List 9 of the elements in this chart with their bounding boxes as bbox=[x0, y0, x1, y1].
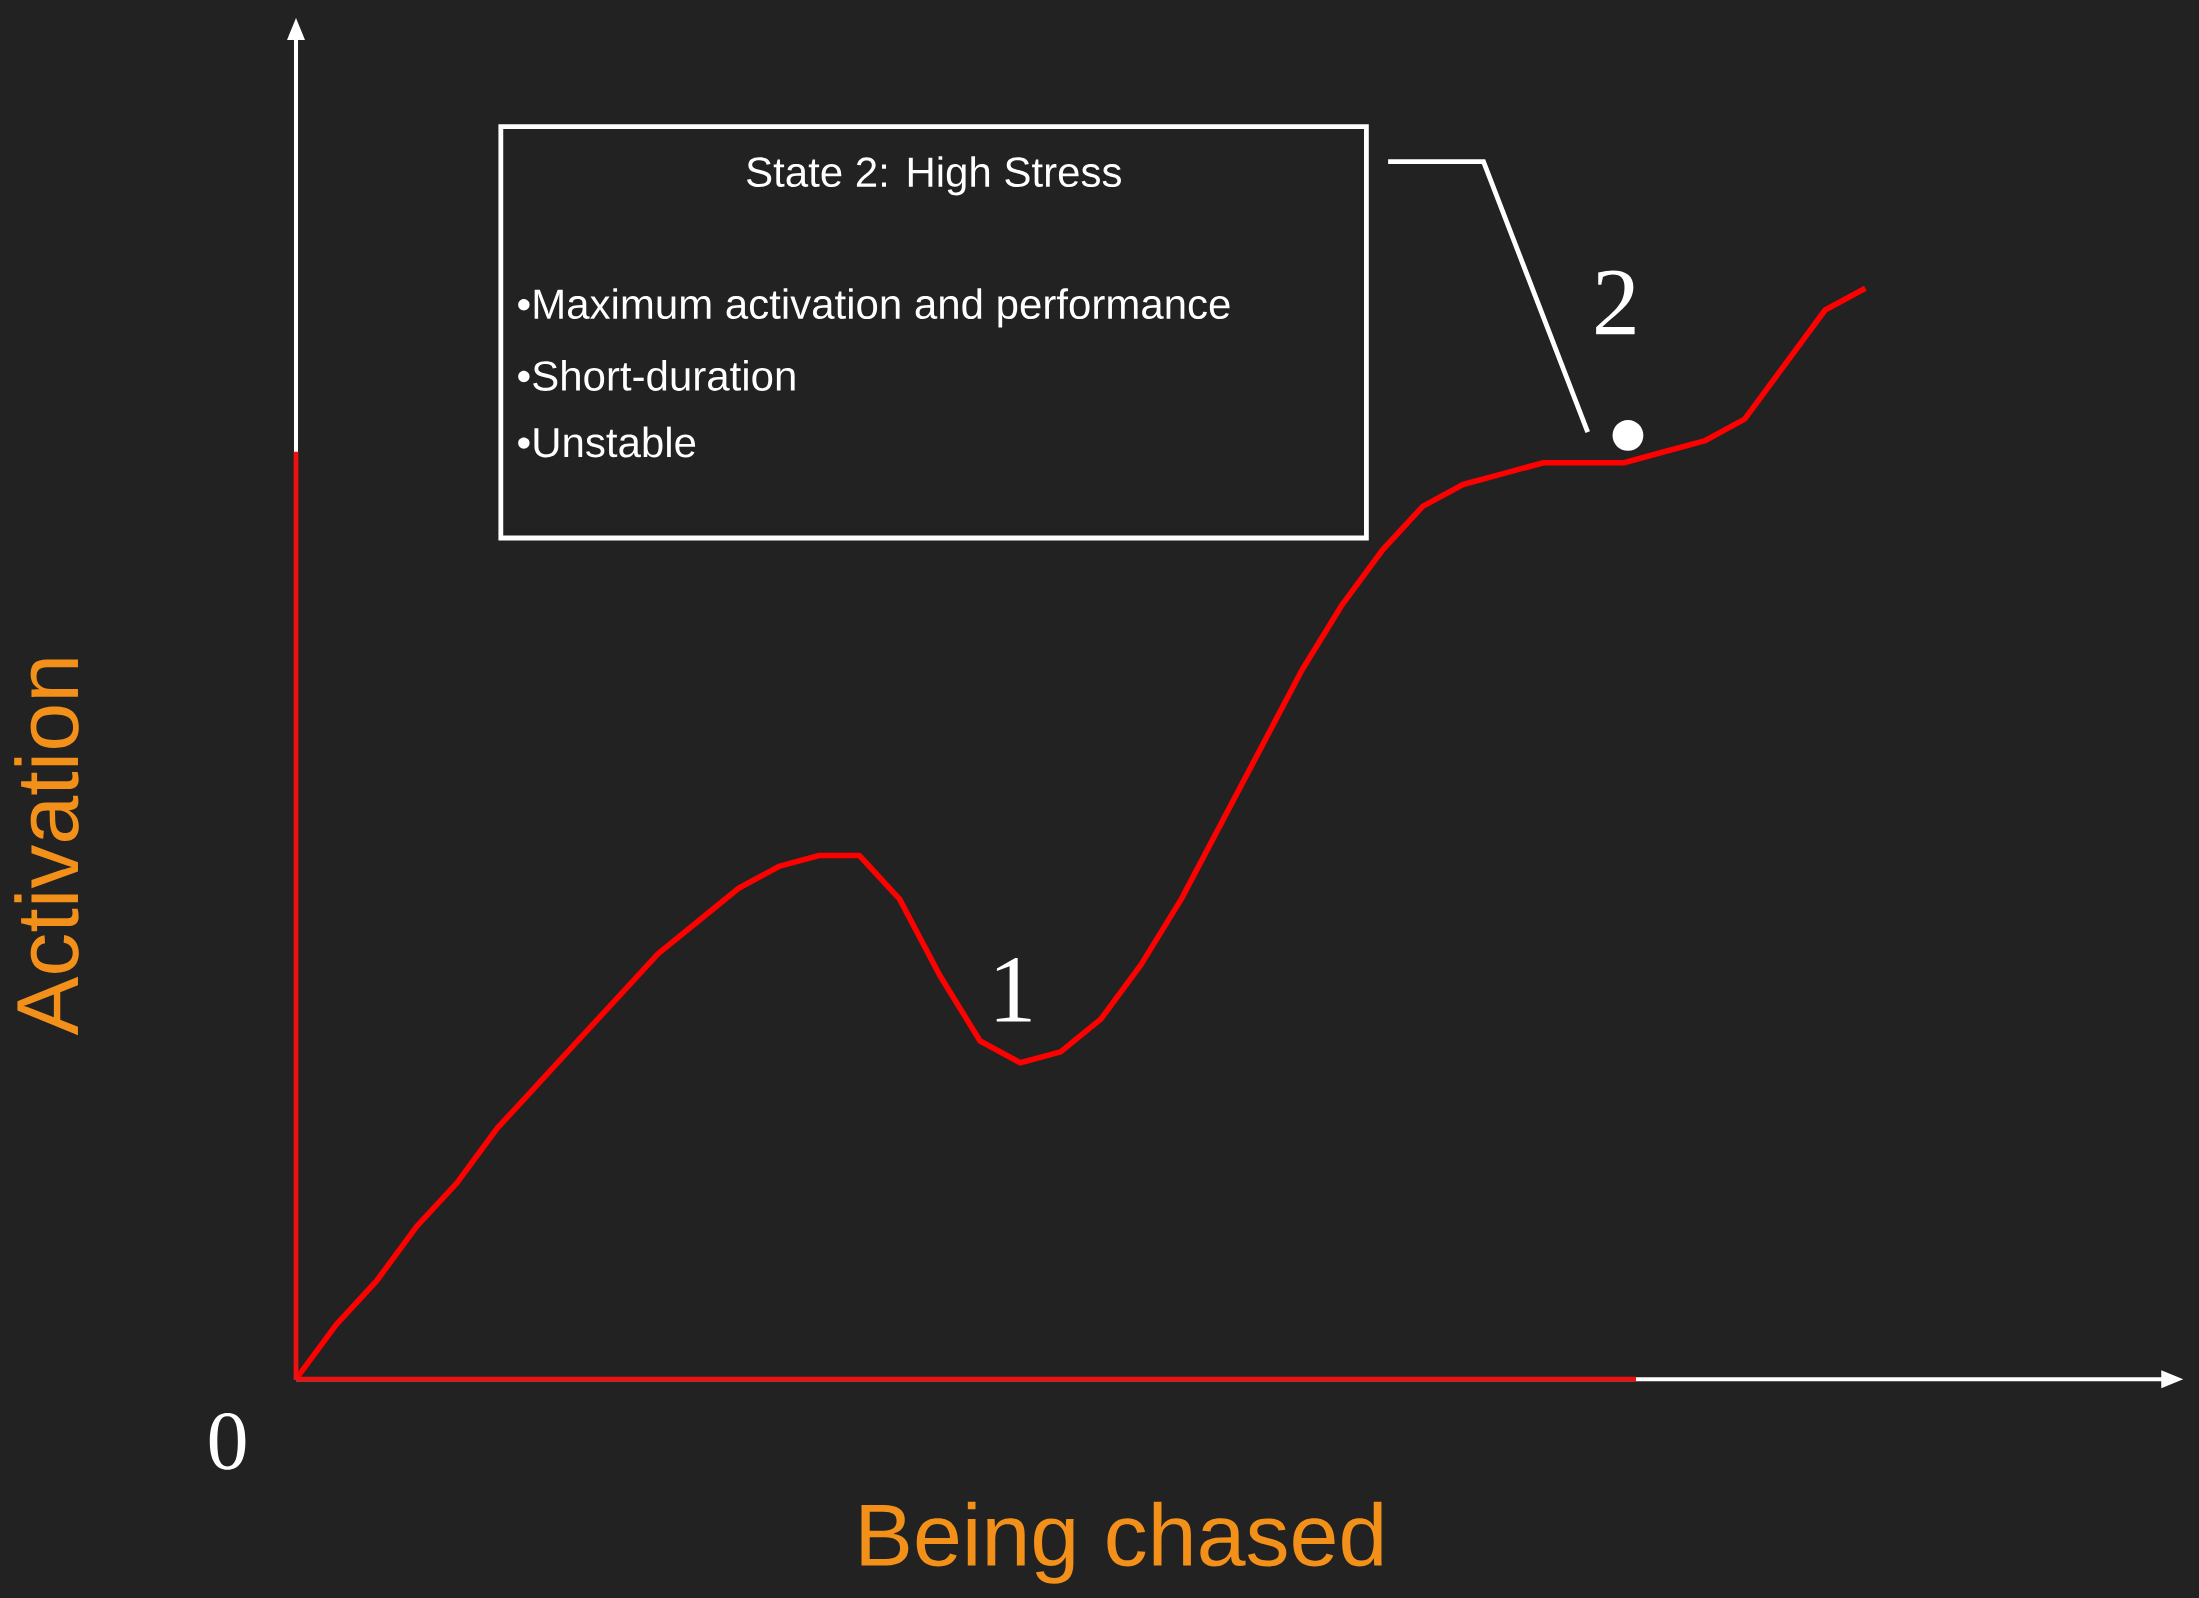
text: State 2: High Stress bbox=[747, 156, 1121, 196]
x-axis-title: Being chased bbox=[861, 1501, 1382, 1584]
annotation: 2 bbox=[1596, 270, 1635, 335]
annotation: 1 bbox=[996, 957, 1031, 1022]
y-axis-title: Activation bbox=[14, 659, 79, 1036]
annotation: •Short-duration bbox=[518, 360, 795, 391]
annotation: •Unstable bbox=[518, 426, 696, 458]
text: 0 bbox=[209, 1413, 246, 1470]
annotation: •Maximum activation and performance bbox=[518, 288, 1230, 328]
